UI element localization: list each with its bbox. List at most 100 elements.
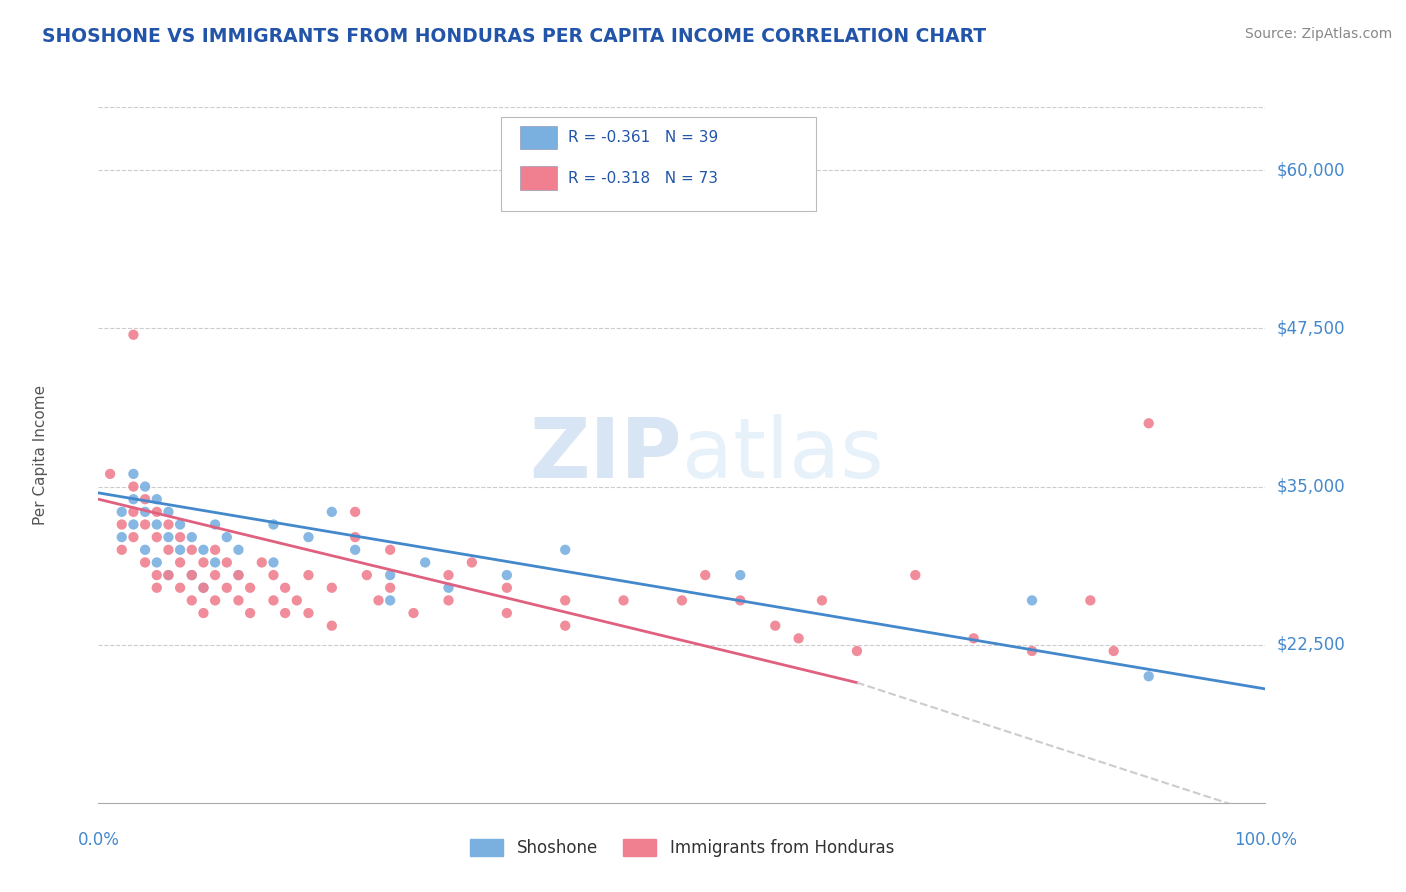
Point: [122, 479, 145, 493]
Point: [1102, 644, 1125, 658]
Point: [730, 568, 752, 582]
Point: [554, 593, 576, 607]
Point: [262, 556, 284, 570]
Point: [378, 593, 402, 607]
Legend: Shoshone, Immigrants from Honduras: Shoshone, Immigrants from Honduras: [463, 832, 901, 864]
Point: [215, 556, 238, 570]
Point: [146, 505, 169, 519]
Point: [787, 632, 810, 646]
Point: [204, 568, 226, 582]
Point: [134, 492, 156, 507]
Point: [134, 542, 156, 557]
Point: [134, 505, 156, 519]
Text: ZIP: ZIP: [530, 415, 682, 495]
Point: [122, 327, 145, 342]
Point: [204, 593, 226, 607]
Point: [1137, 417, 1160, 431]
Point: [122, 467, 145, 481]
Point: [344, 530, 367, 544]
Point: [169, 542, 191, 557]
Point: [157, 505, 180, 519]
Point: [378, 568, 402, 582]
Point: [193, 556, 215, 570]
Point: [811, 593, 834, 607]
Point: [228, 568, 250, 582]
Point: [193, 542, 215, 557]
Point: [180, 593, 202, 607]
Point: [146, 517, 169, 532]
Point: [285, 593, 308, 607]
Point: [98, 467, 121, 481]
Point: [250, 556, 273, 570]
Point: [344, 542, 367, 557]
Point: [297, 606, 319, 620]
Point: [215, 530, 238, 544]
Point: [146, 530, 169, 544]
Point: [763, 618, 786, 632]
Point: [157, 517, 180, 532]
Text: R = -0.318   N = 73: R = -0.318 N = 73: [568, 170, 717, 186]
Text: 0.0%: 0.0%: [77, 830, 120, 848]
Point: [495, 606, 517, 620]
Point: [193, 606, 215, 620]
Point: [695, 568, 717, 582]
Text: SHOSHONE VS IMMIGRANTS FROM HONDURAS PER CAPITA INCOME CORRELATION CHART: SHOSHONE VS IMMIGRANTS FROM HONDURAS PER…: [42, 27, 986, 45]
Point: [321, 581, 343, 595]
Point: [180, 568, 202, 582]
Point: [904, 568, 927, 582]
Point: [157, 568, 180, 582]
FancyBboxPatch shape: [520, 166, 557, 190]
Point: [297, 568, 319, 582]
Point: [204, 542, 226, 557]
Point: [262, 593, 284, 607]
Point: [612, 593, 634, 607]
Point: [274, 606, 297, 620]
Point: [146, 581, 169, 595]
Point: [111, 542, 134, 557]
Point: [111, 505, 134, 519]
Point: [169, 581, 191, 595]
Point: [1137, 669, 1160, 683]
Point: [169, 517, 191, 532]
Point: [122, 492, 145, 507]
Point: [146, 568, 169, 582]
Point: [297, 530, 319, 544]
Point: [262, 517, 284, 532]
Point: [122, 505, 145, 519]
Point: [413, 556, 436, 570]
Point: [193, 581, 215, 595]
Point: [228, 593, 250, 607]
Point: [134, 556, 156, 570]
Point: [239, 606, 262, 620]
Text: Source: ZipAtlas.com: Source: ZipAtlas.com: [1244, 27, 1392, 41]
Point: [169, 530, 191, 544]
Text: $60,000: $60,000: [1277, 161, 1346, 179]
Point: [134, 479, 156, 493]
Point: [378, 581, 402, 595]
Point: [157, 568, 180, 582]
Point: [134, 517, 156, 532]
Text: $35,000: $35,000: [1277, 477, 1346, 496]
Point: [437, 581, 460, 595]
Text: Per Capita Income: Per Capita Income: [32, 384, 48, 525]
Point: [344, 505, 367, 519]
Point: [228, 542, 250, 557]
Point: [193, 581, 215, 595]
Point: [274, 581, 297, 595]
Point: [111, 517, 134, 532]
Point: [169, 556, 191, 570]
Point: [356, 568, 378, 582]
FancyBboxPatch shape: [520, 126, 557, 150]
Point: [180, 542, 202, 557]
Text: $22,500: $22,500: [1277, 636, 1346, 654]
Point: [495, 581, 517, 595]
Text: atlas: atlas: [682, 415, 883, 495]
Point: [146, 556, 169, 570]
Point: [671, 593, 693, 607]
Text: $47,500: $47,500: [1277, 319, 1346, 337]
Point: [554, 542, 576, 557]
Point: [845, 644, 868, 658]
Point: [1080, 593, 1102, 607]
Text: R = -0.361   N = 39: R = -0.361 N = 39: [568, 130, 718, 145]
Point: [122, 517, 145, 532]
